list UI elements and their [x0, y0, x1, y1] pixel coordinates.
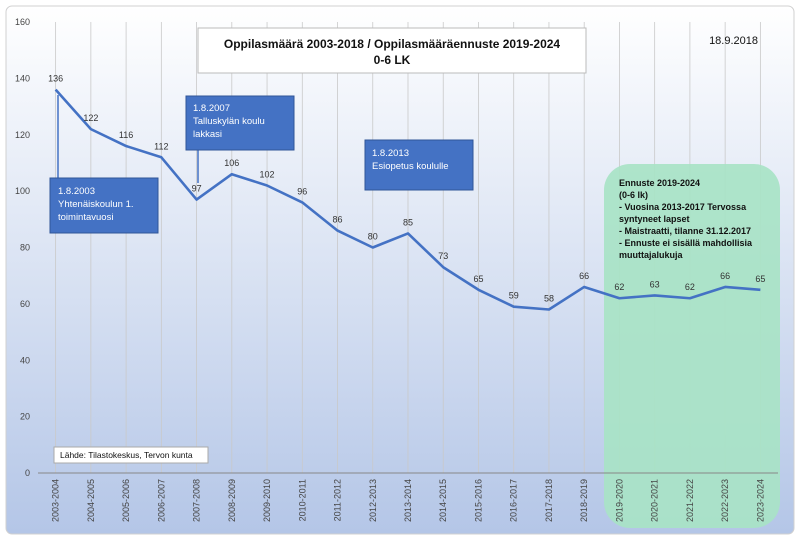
y-tick-label-4: 80	[20, 243, 30, 253]
y-tick-label-8: 160	[15, 17, 30, 27]
data-label-13: 59	[509, 291, 519, 301]
y-tick-label-7: 140	[15, 73, 30, 83]
x-tick-label-17: 2020-2021	[650, 479, 660, 522]
data-label-11: 73	[438, 251, 448, 261]
source-note: Lähde: Tilastokeskus, Tervon kunta	[60, 450, 193, 460]
series-line-group	[54, 88, 761, 311]
y-tick-label-6: 120	[15, 130, 30, 140]
y-axis: 0 20 40 60 80 100 120 140 160	[15, 17, 30, 478]
series-line	[54, 88, 761, 311]
x-tick-label-2: 2005-2006	[121, 479, 131, 522]
data-label-8: 86	[333, 215, 343, 225]
data-label-18: 62	[685, 282, 695, 292]
y-tick-label-0: 0	[25, 468, 30, 478]
data-label-1: 122	[83, 113, 98, 123]
data-label-12: 65	[473, 274, 483, 284]
x-tick-label-9: 2012-2013	[368, 479, 378, 522]
forecast-line-6: - Ennuste ei sisällä mahdollisia	[619, 238, 753, 248]
annotation-2-box	[185, 95, 295, 151]
annotation-2-line-1: 1.8.2007	[193, 103, 230, 114]
x-tick-label-10: 2013-2014	[403, 479, 413, 522]
annotation-3-box	[364, 139, 474, 191]
x-tick-label-8: 2011-2012	[333, 479, 343, 521]
annotation-1-box	[49, 177, 159, 234]
forecast-region	[604, 164, 780, 528]
forecast-text: Ennuste 2019-2024 (0-6 lk) - Vuosina 201…	[619, 178, 753, 260]
title-box	[197, 27, 587, 74]
data-label-15: 66	[579, 271, 589, 281]
x-tick-label-5: 2008-2009	[227, 479, 237, 522]
forecast-line-3: - Vuosina 2013-2017 Tervossa	[619, 202, 747, 212]
x-tick-label-13: 2016-2017	[509, 479, 519, 522]
source-box	[53, 446, 209, 464]
data-label-5: 106	[224, 158, 239, 168]
annotation-2-line-3: lakkasi	[193, 129, 222, 140]
data-label-10: 85	[403, 217, 413, 227]
forecast-line-4: syntyneet lapset	[619, 214, 690, 224]
chart-date: 18.9.2018	[709, 35, 758, 47]
y-tick-label-2: 40	[20, 355, 30, 365]
y-tick-label-5: 100	[15, 186, 30, 196]
data-label-6: 102	[260, 169, 275, 179]
x-tick-label-12: 2015-2016	[473, 479, 483, 522]
x-tick-label-20: 2023-2024	[755, 479, 765, 522]
x-tick-label-0: 2003-2004	[51, 479, 61, 522]
annotation-2: 1.8.2007 Talluskylän koulu lakkasi	[185, 95, 295, 151]
forecast-line-7: muuttajalukuja	[619, 250, 684, 260]
y-tick-label-1: 20	[20, 412, 30, 422]
annotation-1: 1.8.2003 Yhtenäiskoulun 1. toimintavuosi	[49, 177, 159, 234]
data-label-3: 112	[154, 141, 168, 151]
x-axis: 2003-2004 2004-2005 2005-2006 2006-2007 2007…	[38, 472, 778, 522]
data-label-2: 116	[119, 130, 133, 140]
y-tick-label-3: 60	[20, 299, 30, 309]
x-tick-label-18: 2021-2022	[685, 479, 695, 522]
data-label-17: 63	[650, 279, 660, 289]
forecast-line-1: Ennuste 2019-2024	[619, 178, 700, 188]
data-label-7: 96	[297, 186, 307, 196]
annotation-1-line-2: Yhtenäiskoulun 1.	[58, 199, 134, 210]
data-label-9: 80	[368, 232, 378, 242]
x-tick-label-3: 2006-2007	[156, 479, 166, 522]
x-tick-label-11: 2014-2015	[438, 479, 448, 522]
forecast-line-5: - Maistraatti, tilanne 31.12.2017	[619, 226, 751, 236]
data-label-16: 62	[614, 282, 624, 292]
annotation-1-line-3: toimintavuosi	[58, 212, 113, 223]
chart-subtitle: 0-6 LK	[374, 53, 411, 67]
x-tick-label-15: 2018-2019	[579, 479, 589, 522]
annotation-3-line-1: 1.8.2013	[372, 148, 409, 159]
data-label-4: 97	[192, 184, 202, 194]
annotation-3: 1.8.2013 Esiopetus koululle	[364, 139, 474, 191]
annotation-3-line-2: Esiopetus koululle	[372, 161, 449, 172]
x-tick-label-14: 2017-2018	[544, 479, 554, 522]
forecast-line-2: (0-6 lk)	[619, 190, 648, 200]
x-tick-label-4: 2007-2008	[192, 479, 202, 522]
x-tick-label-16: 2019-2020	[614, 479, 624, 522]
chart-title: Oppilasmäärä 2003-2018 / Oppilasmääräenn…	[224, 37, 561, 51]
x-tick-label-19: 2022-2023	[720, 479, 730, 522]
x-tick-label-7: 2010-2011	[297, 479, 307, 521]
data-label-0: 136	[48, 74, 63, 84]
annotation-2-line-2: Talluskylän koulu	[193, 116, 265, 127]
data-label-14: 58	[544, 294, 554, 304]
data-labels: 136 122 116 112 97 106 102 96 86 80 85 73 65 59 58 66 62…	[48, 74, 765, 304]
annotation-1-line-1: 1.8.2003	[58, 186, 95, 197]
data-label-20: 65	[755, 274, 765, 284]
x-tick-label-6: 2009-2010	[262, 479, 272, 522]
x-tick-label-1: 2004-2005	[86, 479, 96, 522]
data-label-19: 66	[720, 271, 730, 281]
